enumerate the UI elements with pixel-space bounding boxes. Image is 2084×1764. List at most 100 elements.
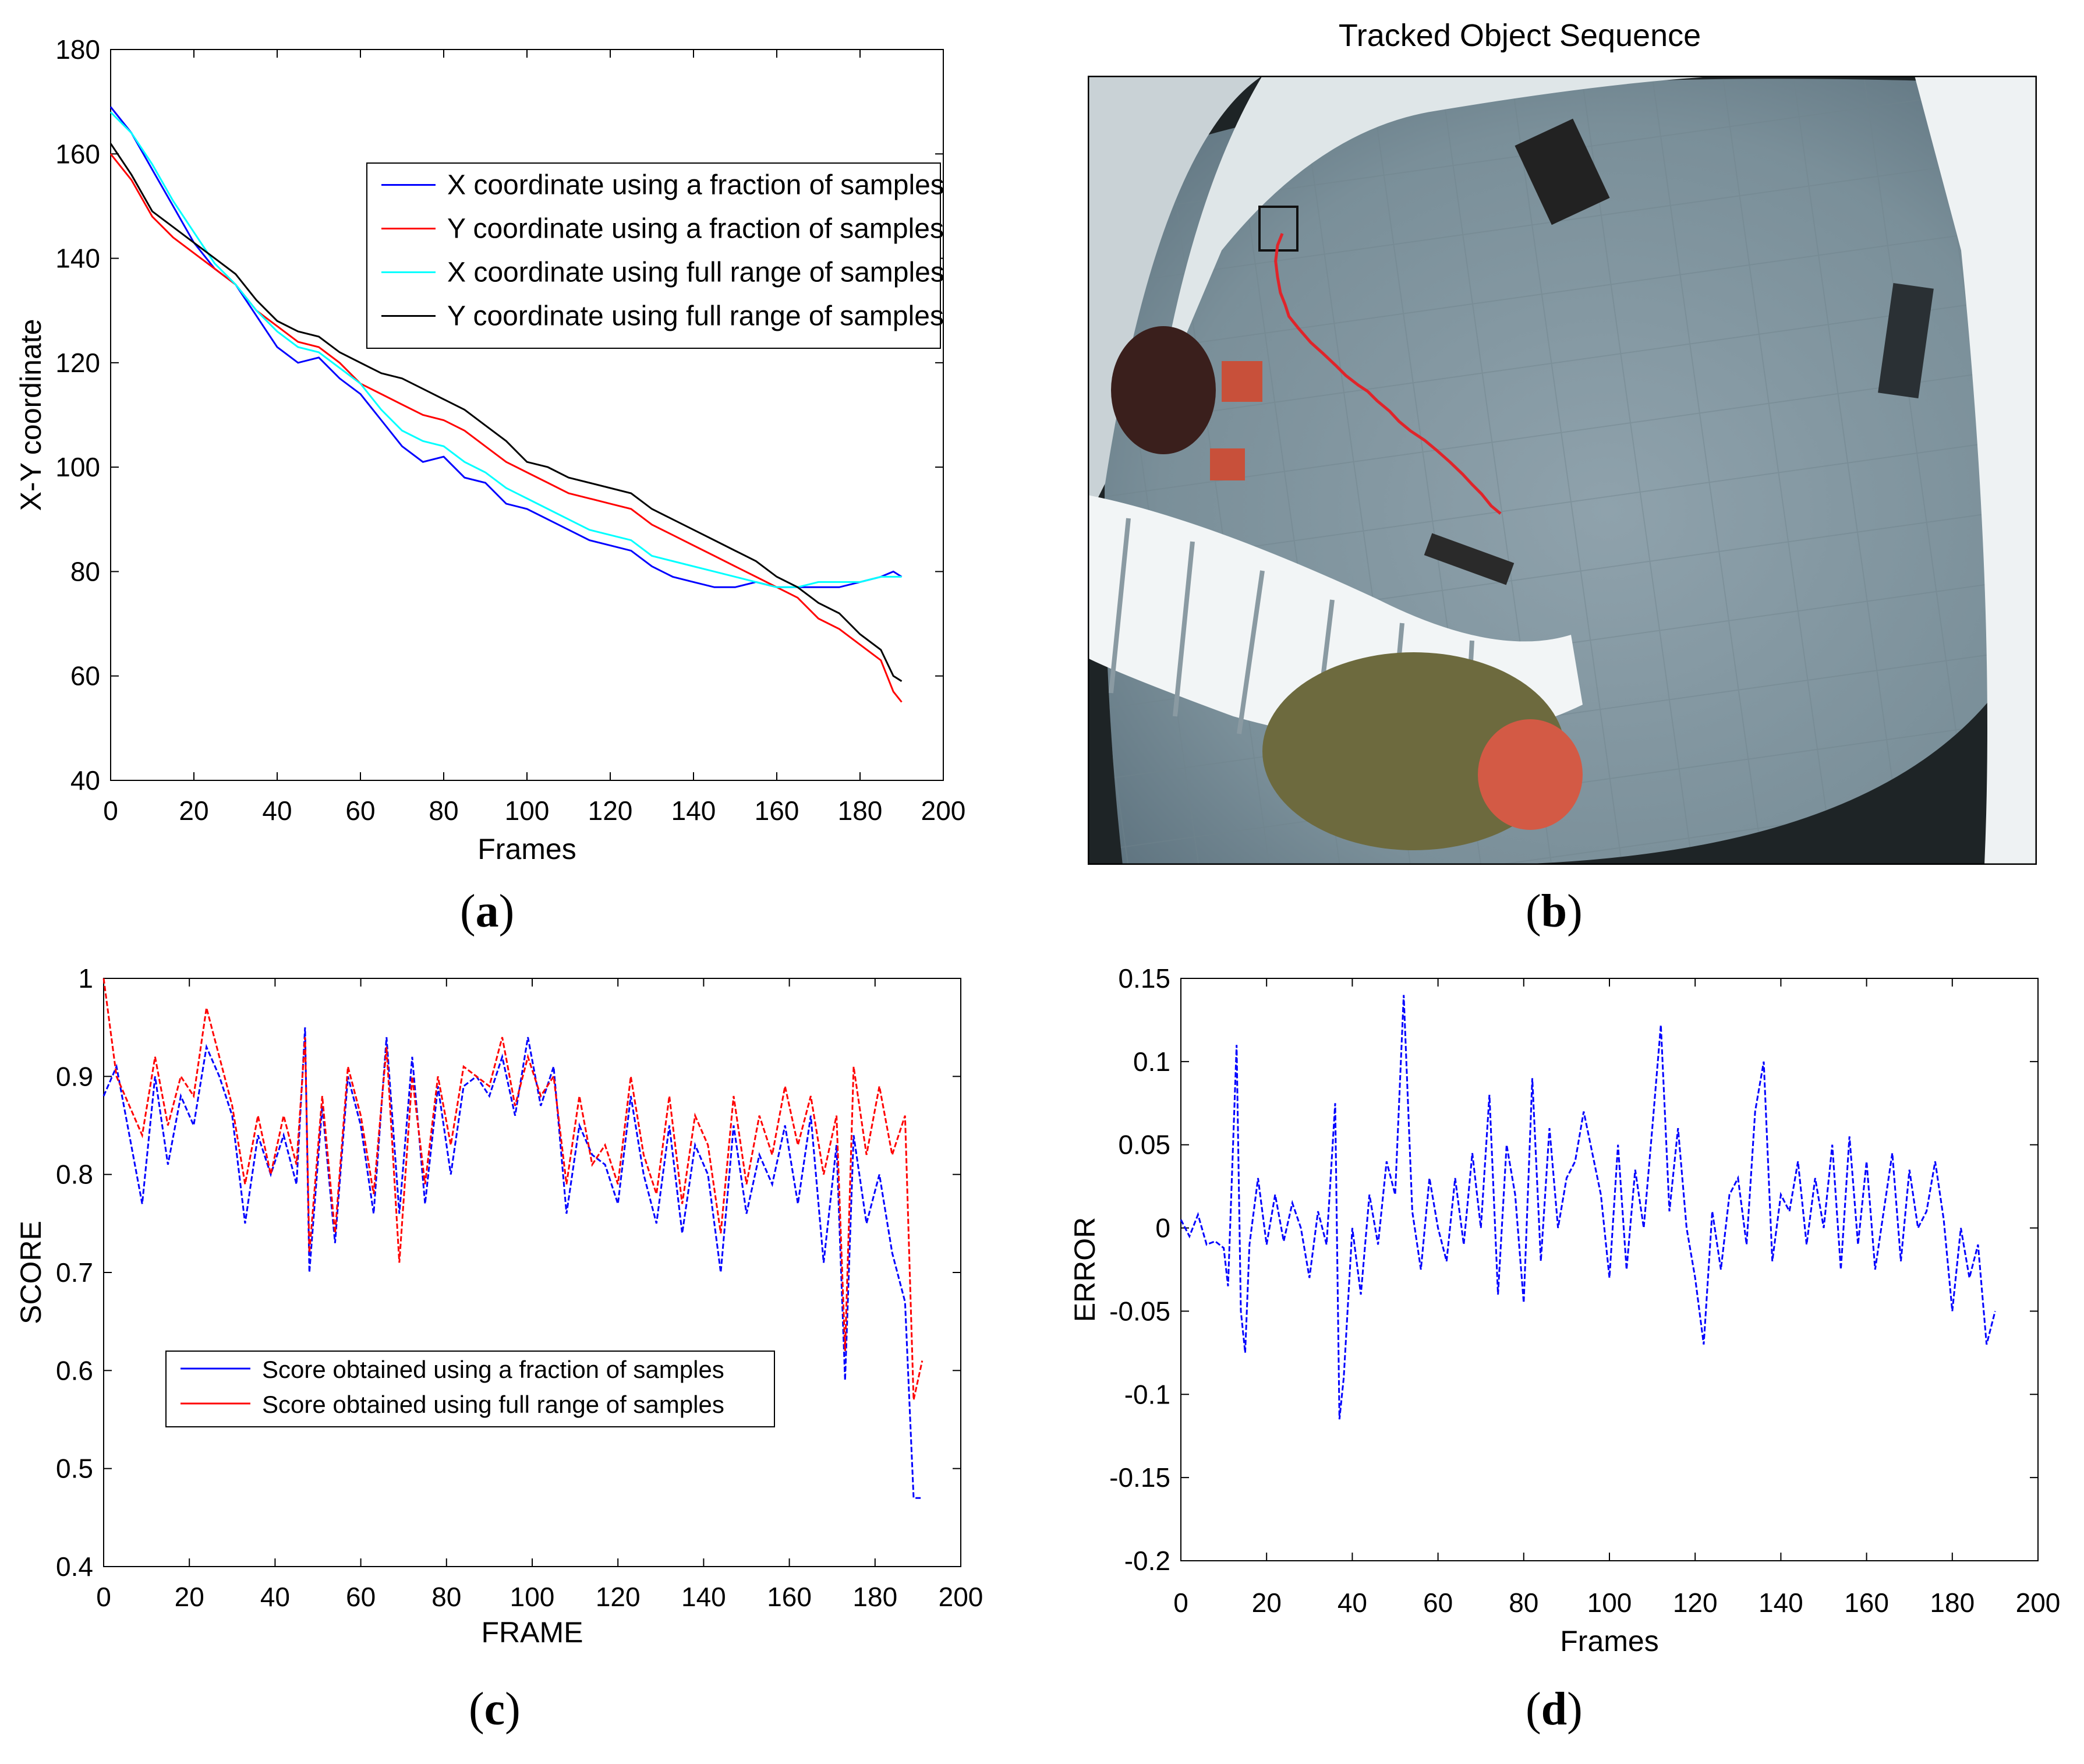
- photo-border: [1088, 76, 2037, 865]
- y-axis-label: SCORE: [15, 1221, 47, 1324]
- x-tick-label: 40: [262, 796, 292, 826]
- wall-left: [1088, 76, 1262, 518]
- x-tick-label: 80: [429, 796, 458, 826]
- y-tick-label: 0.7: [56, 1257, 93, 1288]
- y-tick-label: 0.8: [56, 1159, 93, 1190]
- x-tick-label: 100: [510, 1582, 555, 1612]
- y-tick-label: -0.15: [1109, 1462, 1170, 1493]
- x-tick-label: 160: [767, 1582, 812, 1612]
- x-tick-label: 120: [596, 1582, 641, 1612]
- y-tick-label: 0.1: [1133, 1047, 1170, 1077]
- wall-top: [1158, 76, 1728, 402]
- x-axis-label: FRAME: [482, 1616, 583, 1649]
- legend-label: Score obtained using a fraction of sampl…: [262, 1356, 724, 1383]
- legend-label: X coordinate using full range of samples: [447, 257, 944, 288]
- y-tick-label: -0.2: [1124, 1546, 1170, 1576]
- y-tick-label: 0.9: [56, 1061, 93, 1091]
- table: [1111, 326, 1216, 454]
- series-line-4: [109, 143, 903, 682]
- y-tick-label: 180: [55, 34, 100, 65]
- y-tick-label: 0.5: [56, 1454, 93, 1484]
- chair-2: [1210, 448, 1245, 480]
- x-tick-label: 100: [505, 796, 550, 826]
- x-tick-label: 120: [588, 796, 633, 826]
- y-tick-label: 0.05: [1118, 1130, 1170, 1160]
- y-tick-label: 100: [55, 452, 100, 482]
- x-tick-label: 60: [1423, 1588, 1453, 1618]
- x-tick-label: 20: [1252, 1588, 1282, 1618]
- x-tick-label: 60: [345, 796, 375, 826]
- legend-box: [366, 162, 941, 349]
- y-tick-label: 0: [1155, 1213, 1170, 1243]
- x-axis-label: Frames: [477, 833, 576, 865]
- x-tick-label: 180: [838, 796, 883, 826]
- legend-box: [165, 1351, 775, 1427]
- legend-label: Y coordinate using full range of samples: [447, 301, 944, 332]
- x-tick-label: 60: [346, 1582, 376, 1612]
- x-tick-label: 80: [1509, 1588, 1538, 1618]
- x-tick-label: 0: [96, 1582, 111, 1612]
- chair-1: [1222, 361, 1262, 402]
- x-tick-label: 40: [1338, 1588, 1367, 1618]
- x-tick-label: 140: [671, 796, 716, 826]
- y-tick-label: 1: [78, 963, 93, 994]
- x-tick-label: 40: [260, 1582, 290, 1612]
- x-tick-label: 0: [103, 796, 118, 826]
- series-line-1: [102, 1027, 922, 1499]
- caption-a: (a): [460, 886, 515, 937]
- x-tick-label: 160: [755, 796, 799, 826]
- x-tick-label: 180: [852, 1582, 897, 1612]
- y-tick-label: 80: [70, 556, 100, 586]
- x-tick-label: 140: [681, 1582, 726, 1612]
- x-tick-label: 180: [1930, 1588, 1975, 1618]
- legend-label: Y coordinate using a fraction of samples: [447, 214, 944, 245]
- x-tick-label: 100: [1587, 1588, 1632, 1618]
- chart-a: 0 20 40 60 80 100 120 140 160 180 200 40 60 80 100 120 1…: [15, 34, 966, 865]
- y-tick-label: 0.6: [56, 1355, 93, 1385]
- wall-right: [1915, 76, 2037, 865]
- tracked-scene-image: [1088, 76, 2037, 865]
- planter: [1478, 719, 1583, 830]
- photo-title: Tracked Object Sequence: [1338, 18, 1701, 53]
- y-tick-label: 120: [55, 348, 100, 378]
- y-tick-label: 0.4: [56, 1551, 93, 1582]
- plot-area: [103, 978, 961, 1567]
- bench: [1424, 533, 1515, 585]
- legend-label: Score obtained using full range of sampl…: [262, 1391, 724, 1418]
- y-tick-label: -0.05: [1109, 1296, 1170, 1326]
- caption-c: (c): [469, 1684, 521, 1735]
- suitcase: [1878, 283, 1934, 398]
- y-tick-label: 60: [70, 661, 100, 691]
- photo-panel: Tracked Object Sequence: [1083, 17, 2050, 868]
- x-tick-label: 200: [2016, 1588, 2061, 1618]
- x-tick-label: 200: [921, 796, 966, 826]
- y-tick-label: 0.15: [1118, 963, 1170, 994]
- y-tick-label: 40: [70, 765, 100, 796]
- y-axis-label: X-Y coordinate: [15, 319, 47, 511]
- x-tick-label: 80: [431, 1582, 461, 1612]
- tracked-path: [1274, 233, 1502, 515]
- plot-area: [110, 49, 944, 781]
- chart-c: 0 20 40 60 80 100 120 140 160 180 200 0.4 0.5 0.6 0.7 0…: [15, 963, 983, 1649]
- x-tick-label: 120: [1673, 1588, 1718, 1618]
- x-tick-label: 20: [179, 796, 208, 826]
- x-tick-label: 160: [1844, 1588, 1889, 1618]
- y-tick-label: 140: [55, 243, 100, 274]
- caption-b: (b): [1526, 886, 1583, 937]
- x-tick-label: 0: [1173, 1588, 1188, 1618]
- series-line-3: [109, 111, 902, 588]
- shelf: [1515, 118, 1610, 225]
- series-line-2: [102, 978, 924, 1401]
- caption-d: (d): [1526, 1684, 1583, 1735]
- tracker-box: [1258, 206, 1298, 252]
- x-tick-label: 200: [939, 1582, 983, 1612]
- y-tick-label: 160: [55, 139, 100, 169]
- legend-label: X coordinate using a fraction of samples: [447, 170, 944, 201]
- y-tick-label: -0.1: [1124, 1379, 1170, 1409]
- x-axis-label: Frames: [1560, 1625, 1658, 1657]
- chart-d: 0 20 40 60 80 100 120 140 160 180 200 -0.2 -0.15 -0.1…: [1068, 963, 2061, 1657]
- x-tick-label: 140: [1759, 1588, 1803, 1618]
- series-line-1: [1180, 995, 1996, 1420]
- x-tick-label: 20: [175, 1582, 204, 1612]
- y-axis-label: ERROR: [1068, 1217, 1101, 1323]
